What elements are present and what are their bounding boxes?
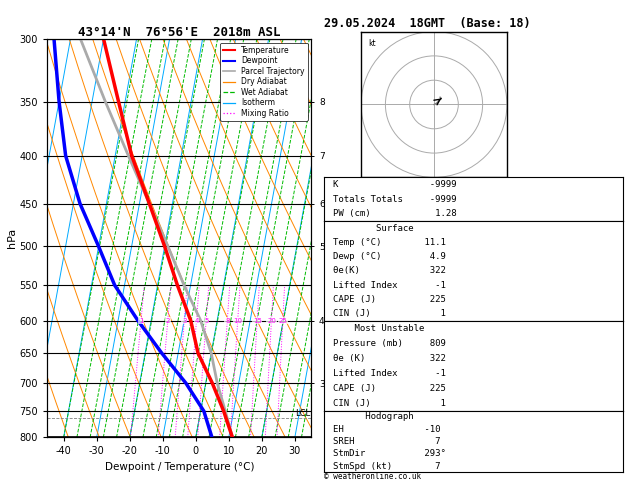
Text: kt: kt: [369, 39, 376, 48]
Text: Lifted Index       -1: Lifted Index -1: [333, 281, 446, 290]
Text: 1: 1: [139, 317, 143, 324]
Text: CAPE (J)          225: CAPE (J) 225: [333, 295, 446, 304]
Text: 10: 10: [233, 317, 242, 324]
Title: 43°14'N  76°56'E  2018m ASL: 43°14'N 76°56'E 2018m ASL: [78, 26, 281, 39]
Text: 29.05.2024  18GMT  (Base: 18): 29.05.2024 18GMT (Base: 18): [324, 17, 530, 30]
Text: 5: 5: [204, 317, 208, 324]
Y-axis label: hPa: hPa: [7, 228, 17, 248]
Text: ≡: ≡: [404, 149, 415, 162]
Text: Pressure (mb)     809: Pressure (mb) 809: [333, 339, 446, 348]
Text: 2: 2: [165, 317, 170, 324]
Text: K                 -9999: K -9999: [333, 180, 457, 189]
Text: θe (K)            322: θe (K) 322: [333, 354, 446, 363]
Text: Most Unstable: Most Unstable: [333, 324, 425, 333]
Text: ≡: ≡: [404, 33, 415, 45]
Text: 20: 20: [267, 317, 276, 324]
Text: Lifted Index       -1: Lifted Index -1: [333, 369, 446, 378]
Text: •: •: [404, 364, 412, 379]
Text: 25: 25: [279, 317, 287, 324]
Text: 3: 3: [182, 317, 187, 324]
Text: LCL: LCL: [295, 409, 310, 417]
Y-axis label: km
ASL: km ASL: [326, 230, 345, 246]
Text: StmSpd (kt)        7: StmSpd (kt) 7: [333, 462, 440, 471]
Text: CIN (J)             1: CIN (J) 1: [333, 399, 446, 408]
Text: StmDir           293°: StmDir 293°: [333, 450, 446, 458]
Text: PW (cm)            1.28: PW (cm) 1.28: [333, 209, 457, 218]
Text: CAPE (J)          225: CAPE (J) 225: [333, 383, 446, 393]
Text: |: |: [404, 420, 408, 434]
Text: CIN (J)             1: CIN (J) 1: [333, 309, 446, 318]
Text: 15: 15: [253, 317, 262, 324]
X-axis label: Dewpoint / Temperature (°C): Dewpoint / Temperature (°C): [104, 462, 254, 472]
Text: Totals Totals     -9999: Totals Totals -9999: [333, 195, 457, 204]
Text: Temp (°C)        11.1: Temp (°C) 11.1: [333, 238, 446, 247]
Text: Surface: Surface: [333, 224, 413, 233]
Text: Hodograph: Hodograph: [333, 412, 413, 421]
Text: Dewp (°C)         4.9: Dewp (°C) 4.9: [333, 252, 446, 261]
Text: ≡: ≡: [404, 240, 415, 253]
Text: SREH               7: SREH 7: [333, 437, 440, 446]
Text: © weatheronline.co.uk: © weatheronline.co.uk: [324, 472, 421, 481]
Text: EH               -10: EH -10: [333, 425, 440, 434]
Text: 8: 8: [225, 317, 230, 324]
Text: 4: 4: [194, 317, 199, 324]
Text: θe(K)             322: θe(K) 322: [333, 266, 446, 276]
Legend: Temperature, Dewpoint, Parcel Trajectory, Dry Adiabat, Wet Adiabat, Isotherm, Mi: Temperature, Dewpoint, Parcel Trajectory…: [220, 43, 308, 121]
